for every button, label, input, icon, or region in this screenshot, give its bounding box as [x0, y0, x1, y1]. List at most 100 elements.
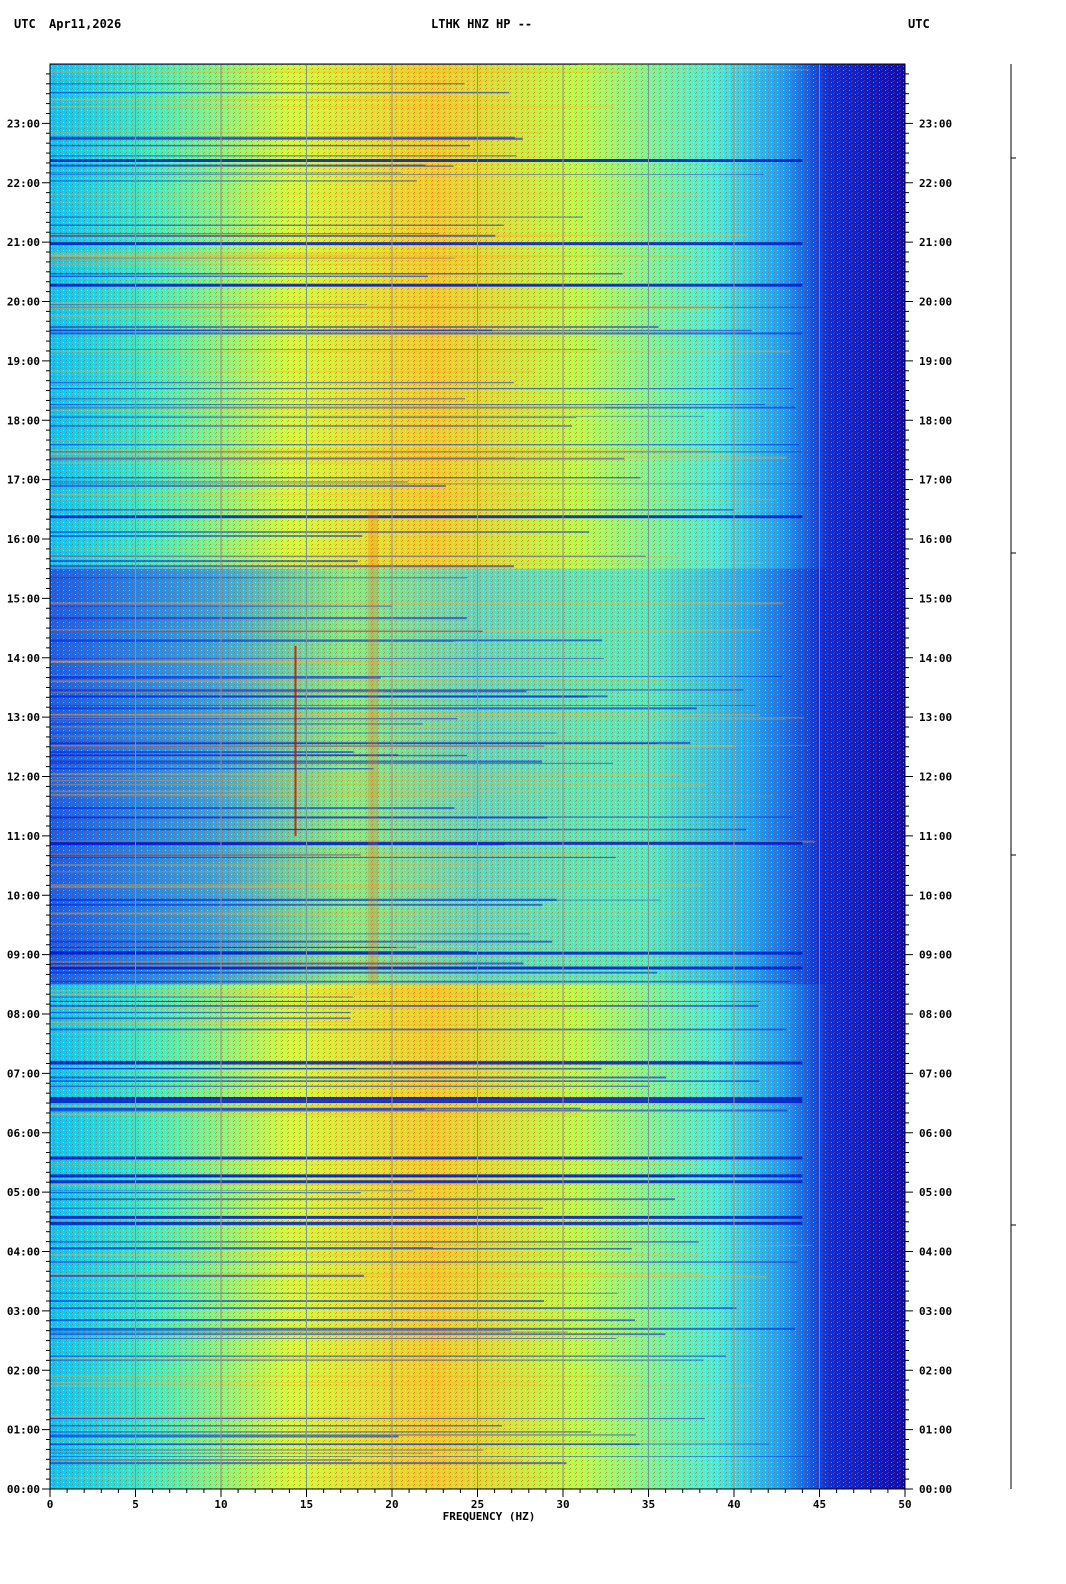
spectrogram-band — [50, 1319, 410, 1321]
spectrogram-band — [50, 714, 610, 715]
spectrogram-band — [50, 425, 573, 427]
spectrogram-band — [50, 275, 428, 277]
spectrogram-band — [50, 717, 804, 719]
y-tick-label-right-13: 13:00 — [919, 711, 952, 724]
spectrogram-band — [50, 660, 355, 663]
spectrogram-band — [50, 1416, 492, 1419]
spectrogram-band — [50, 71, 621, 73]
spectrogram-band — [50, 1274, 364, 1277]
spectrogram-band — [50, 406, 796, 409]
spectrogram-band — [50, 707, 697, 710]
y-axis-right: 00:00 01:00 02:00 03:00 04:00 05:00 06:00 07:00… — [905, 73, 952, 1496]
spectrogram-band — [50, 723, 423, 725]
spectrogram-gap — [50, 966, 803, 970]
spectrogram-band — [50, 950, 469, 952]
y-tick-label-left-5: 05:00 — [7, 1186, 40, 1199]
spectrogram-band — [50, 1456, 812, 1457]
spectrogram-band — [50, 1355, 726, 1357]
spectrogram-band — [50, 1080, 760, 1082]
spectrogram-band — [50, 1440, 725, 1442]
spectrogram-band — [50, 263, 489, 266]
spectrogram-band — [50, 1449, 484, 1451]
spectrogram-band — [50, 180, 417, 182]
x-tick-label-45: 45 — [813, 1498, 826, 1511]
spectrogram-band — [50, 912, 683, 914]
spectrogram-band — [50, 661, 608, 663]
spectrogram-gap — [50, 159, 803, 162]
spectrogram-band — [50, 689, 744, 691]
spectrogram-band — [50, 773, 680, 776]
spectrogram-band — [50, 641, 455, 642]
spectrogram-band — [50, 453, 728, 455]
spectrogram-band — [50, 629, 761, 631]
y-tick-label-left-13: 13:00 — [7, 711, 40, 724]
spectrogram-band — [50, 326, 659, 328]
spectrogram-band — [50, 840, 815, 843]
spectrogram-band — [50, 695, 608, 698]
spectrogram-gap — [50, 1097, 803, 1101]
y-tick-label-left-6: 06:00 — [7, 1127, 40, 1140]
spectrogram-band — [50, 1331, 568, 1333]
x-tick-label-35: 35 — [642, 1498, 655, 1511]
y-tick-label-left-17: 17:00 — [7, 474, 40, 487]
spectrogram-band — [50, 762, 613, 764]
spectrogram-band — [50, 1109, 788, 1112]
spectrogram-band — [50, 1224, 639, 1226]
y-tick-label-right-4: 04:00 — [919, 1246, 952, 1259]
spectrogram-band — [50, 252, 435, 255]
y-tick-label-right-16: 16:00 — [919, 533, 952, 546]
spectrogram-band — [50, 332, 803, 335]
spectrogram-band — [50, 1076, 667, 1079]
spectrogram-band — [50, 631, 477, 632]
spectrogram-band — [50, 477, 641, 479]
frequency-gridlines — [135, 64, 820, 1489]
spectrogram-gap — [50, 1221, 803, 1225]
spectrogram-band — [50, 1300, 544, 1302]
spectrogram-band — [50, 1085, 650, 1087]
spectrogram-band — [50, 350, 790, 353]
spectrogram-band — [50, 1415, 505, 1417]
spectrogram-band — [50, 1021, 424, 1023]
spectrogram-band — [50, 1113, 581, 1116]
spectrogram-gap — [50, 1174, 803, 1178]
spectrogram-band — [50, 260, 471, 261]
spectrogram-band — [50, 1381, 539, 1384]
spectrogram-band — [50, 1375, 641, 1378]
x-tick-label-5: 5 — [132, 1498, 139, 1511]
spectrogram-band — [50, 440, 461, 442]
spectrogram-band — [50, 1261, 798, 1263]
spectrogram-band — [50, 556, 681, 558]
y-tick-label-left-23: 23:00 — [7, 117, 40, 130]
spectrogram-band — [50, 719, 786, 720]
spectrogram-band — [50, 783, 706, 786]
spectrogram-band — [50, 871, 436, 873]
spectrogram-band — [50, 903, 543, 906]
spectrogram-band — [50, 741, 691, 745]
spectrogram-band — [50, 1067, 602, 1070]
y-tick-label-right-22: 22:00 — [919, 177, 952, 190]
y-tick-label-left-8: 08:00 — [7, 1008, 40, 1021]
spectrogram-band — [50, 1190, 414, 1192]
spectrogram-band — [50, 255, 690, 258]
spectrogram-band — [50, 1435, 399, 1438]
spectrogram-band — [50, 457, 625, 460]
spectrogram-band — [50, 768, 374, 770]
spectrogram-band — [50, 1459, 352, 1461]
right-timezone-label: UTC — [908, 17, 930, 31]
y-tick-label-right-9: 09:00 — [919, 949, 952, 962]
spectrogram-band — [50, 1329, 512, 1331]
y-tick-label-left-15: 15:00 — [7, 592, 40, 605]
spectrogram-band — [50, 828, 746, 831]
spectrogram-band — [50, 1418, 705, 1420]
date-label: Apr11,2026 — [49, 17, 122, 31]
spectrogram-band — [50, 1327, 795, 1330]
station-title: LTHK HNZ HP -- — [431, 17, 533, 31]
spectrogram-band — [50, 1326, 372, 1328]
spectrogram-band — [50, 131, 544, 134]
spectrogram-band — [50, 1434, 636, 1436]
spectrogram-band — [50, 382, 514, 384]
spectrogram-band — [50, 80, 510, 82]
side-scale-bar — [1010, 64, 1016, 1489]
spectrogram-band — [50, 105, 615, 108]
spectrogram-band — [50, 705, 756, 706]
